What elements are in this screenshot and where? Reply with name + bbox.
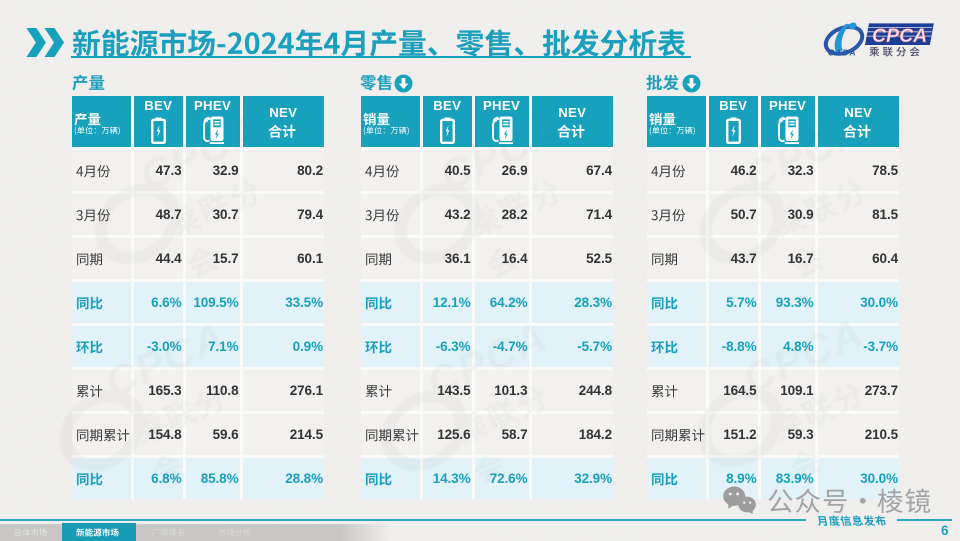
svg-text:CADA: CADA (828, 48, 857, 58)
svg-text:CPCA: CPCA (872, 25, 927, 47)
